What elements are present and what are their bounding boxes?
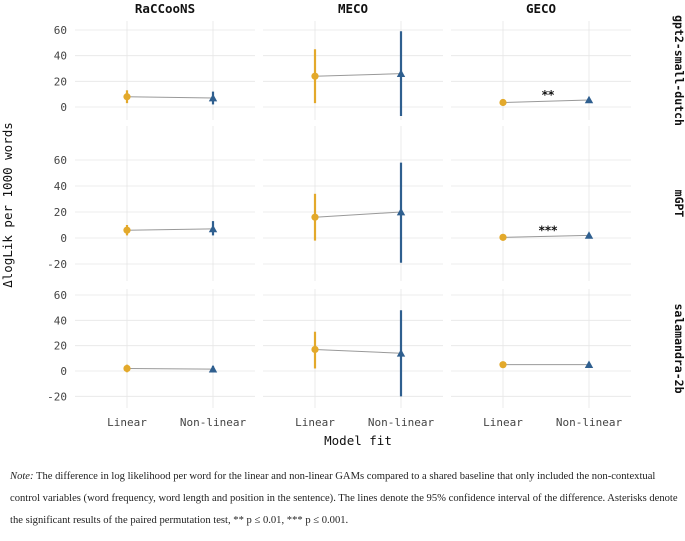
y-tick-label: 60 [54, 24, 67, 37]
panel-bg [263, 126, 443, 281]
linear-point [123, 226, 131, 234]
panel-bg [263, 289, 443, 408]
nonlinear-point [208, 224, 218, 233]
y-tick-label: 20 [54, 75, 67, 88]
x-tick-label: Linear [295, 416, 335, 429]
panel-bg [451, 21, 631, 120]
linear-point [123, 93, 131, 101]
nonlinear-point [584, 231, 594, 239]
y-tick-label: 60 [54, 289, 67, 302]
nonlinear-point [584, 95, 594, 104]
note-text: The difference in log likelihood per wor… [10, 471, 678, 526]
connector-line [126, 228, 214, 231]
nonlinear-point [396, 349, 406, 357]
panel-bg [451, 289, 631, 408]
column-strip-label: RaCCooNS [135, 1, 195, 16]
y-tick-label: 40 [54, 314, 67, 327]
faceted-chart: 0 20 40 60 gpt2-small-dutch -20 0 20 40 60 mGPT -20… [0, 1, 685, 448]
linear-point [123, 364, 131, 373]
x-tick-label: Non-linear [180, 416, 247, 429]
note-label: Note: [10, 471, 34, 482]
y-tick-label: 60 [54, 154, 67, 167]
x-tick-label: Linear [483, 416, 523, 429]
row-strip-label: gpt2-small-dutch [672, 15, 685, 126]
panel-bg [263, 21, 443, 120]
nonlinear-point [396, 69, 406, 77]
linear-point [499, 361, 507, 369]
linear-point [499, 233, 507, 241]
y-tick-label: -20 [47, 258, 67, 271]
row-strip-label: mGPT [672, 190, 685, 218]
linear-point [311, 345, 319, 354]
column-strip-label: MECO [338, 1, 368, 16]
column-strip-label: GECO [526, 1, 556, 16]
connector-line [502, 99, 590, 104]
panel-bg [75, 289, 255, 408]
y-tick-label: 40 [54, 180, 67, 193]
connector-line [314, 73, 402, 77]
significance-label: *** [539, 223, 559, 237]
linear-point [499, 98, 507, 107]
panel-bg [75, 21, 255, 120]
connector-line [126, 367, 214, 370]
y-tick-label: 20 [54, 340, 67, 353]
connector-line [502, 234, 590, 238]
panel-bg [75, 126, 255, 281]
figure-note: Note: The difference in log likelihood p… [10, 466, 678, 532]
y-axis-title: ΔlogLik per 1000 words [0, 122, 15, 288]
y-tick-label: -20 [47, 390, 67, 403]
x-tick-label: Non-linear [368, 416, 435, 429]
x-tick-label: Linear [107, 416, 147, 429]
nonlinear-point [396, 207, 406, 216]
row-strip-label: salamandra-2b [672, 303, 685, 393]
significance-label: ** [542, 88, 555, 102]
connector-line [126, 96, 214, 99]
x-tick-label: Non-linear [556, 416, 623, 429]
linear-point [311, 213, 319, 221]
y-tick-label: 20 [54, 206, 67, 219]
y-tick-label: 40 [54, 50, 67, 63]
connector-line [314, 348, 402, 354]
y-tick-label: 0 [60, 101, 67, 114]
x-axis-title: Model fit [324, 433, 392, 448]
linear-point [311, 72, 319, 80]
y-tick-label: 0 [60, 232, 67, 245]
nonlinear-point [584, 360, 594, 369]
connector-line [314, 211, 402, 218]
y-tick-label: 0 [60, 365, 67, 378]
panel-bg [451, 126, 631, 281]
nonlinear-point [208, 93, 218, 102]
nonlinear-point [208, 364, 218, 373]
